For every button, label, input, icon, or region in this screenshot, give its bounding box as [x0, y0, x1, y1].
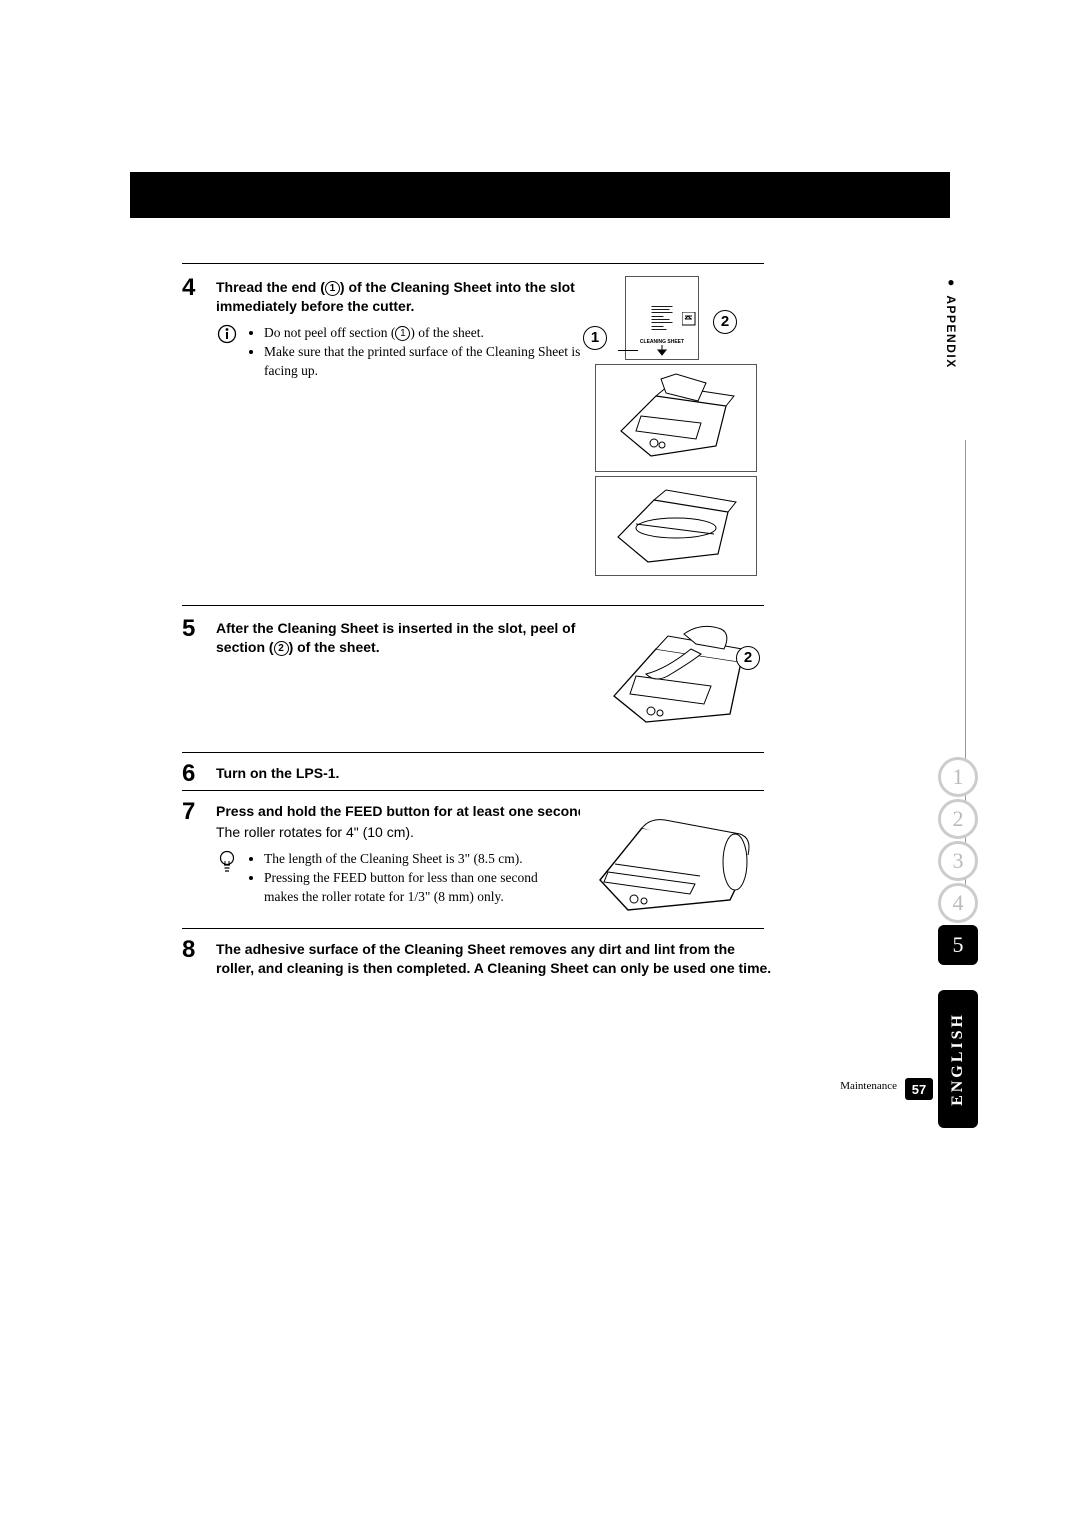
step-8-wrap: 8 The adhesive surface of the Cleaning S… — [182, 938, 772, 984]
note-text: The length of the Cleaning Sheet is 3" (… — [246, 850, 546, 907]
title-part: After the Cleaning Sheet is inserted in … — [216, 620, 575, 655]
step-title: The adhesive surface of the Cleaning She… — [216, 940, 772, 978]
language-tab[interactable]: ENGLISH — [938, 990, 978, 1128]
title-part: Thread the end ( — [216, 279, 325, 295]
divider — [182, 790, 764, 791]
note-text: Do not peel off section (1) of the sheet… — [246, 324, 606, 381]
tab-5[interactable]: 5 — [938, 925, 978, 965]
tab-1[interactable]: 1 — [938, 757, 978, 797]
step-number: 6 — [182, 762, 216, 786]
callout-1: 1 — [583, 326, 607, 350]
callout-2: 2 — [736, 646, 760, 670]
note-item: Pressing the FEED button for less than o… — [264, 869, 546, 907]
step-6: 6 Turn on the LPS-1. — [182, 762, 772, 786]
step-number: 7 — [182, 800, 216, 824]
divider — [182, 928, 764, 929]
appendix-label: ● APPENDIX — [944, 275, 958, 372]
title-part: ) of the sheet. — [289, 639, 380, 655]
step-number: 4 — [182, 276, 216, 300]
circled-1-icon: 1 — [325, 281, 340, 296]
tab-3[interactable]: 3 — [938, 841, 978, 881]
page-number: 57 — [905, 1078, 933, 1100]
step-body: Turn on the LPS-1. — [216, 762, 772, 783]
step-title: Turn on the LPS-1. — [216, 764, 772, 783]
manual-page: 4 Thread the end (1) of the Cleaning She… — [0, 0, 1080, 1528]
tip-icon — [216, 850, 238, 874]
divider — [182, 752, 764, 753]
language-label: ENGLISH — [949, 1012, 967, 1106]
step-number: 5 — [182, 617, 216, 641]
step-6-wrap: 6 Turn on the LPS-1. — [182, 762, 772, 792]
header-black-bar — [130, 172, 950, 218]
step-title: Press and hold the FEED button for at le… — [216, 802, 616, 821]
figure-step4: ▬▬▬▬▬▬▬▬▬▬▬▬▬▬▬▬▬▬▬▬▬▬▬▬▬▬▬▬▬▬▬▬▬▬▬▬▬▬▬▬… — [585, 276, 763, 576]
appendix-text: APPENDIX — [944, 295, 958, 368]
step-title: Thread the end (1) of the Cleaning Sheet… — [216, 278, 596, 316]
tab-2[interactable]: 2 — [938, 799, 978, 839]
note-item: The length of the Cleaning Sheet is 3" (… — [264, 850, 546, 869]
figure-step5: 2 — [596, 614, 766, 736]
circled-1-icon: 1 — [395, 326, 410, 341]
footer-section-label: Maintenance — [840, 1080, 897, 1092]
circled-2-icon: 2 — [274, 641, 289, 656]
divider-top — [182, 263, 764, 264]
figure-step7 — [580, 800, 768, 920]
divider — [182, 605, 764, 606]
note-part: Do not peel off section ( — [264, 325, 395, 340]
step-number: 8 — [182, 938, 216, 962]
step-8: 8 The adhesive surface of the Cleaning S… — [182, 938, 772, 978]
tab-4[interactable]: 4 — [938, 883, 978, 923]
section-tabs: 1 2 3 4 5 — [938, 757, 978, 967]
callout-2: 2 — [713, 310, 737, 334]
step-body: The adhesive surface of the Cleaning She… — [216, 938, 772, 978]
note-item: Do not peel off section (1) of the sheet… — [264, 324, 606, 343]
note-part: ) of the sheet. — [410, 325, 483, 340]
note-item: Make sure that the printed surface of th… — [264, 343, 606, 381]
caution-icon — [216, 324, 238, 344]
step-title: After the Cleaning Sheet is inserted in … — [216, 619, 596, 657]
